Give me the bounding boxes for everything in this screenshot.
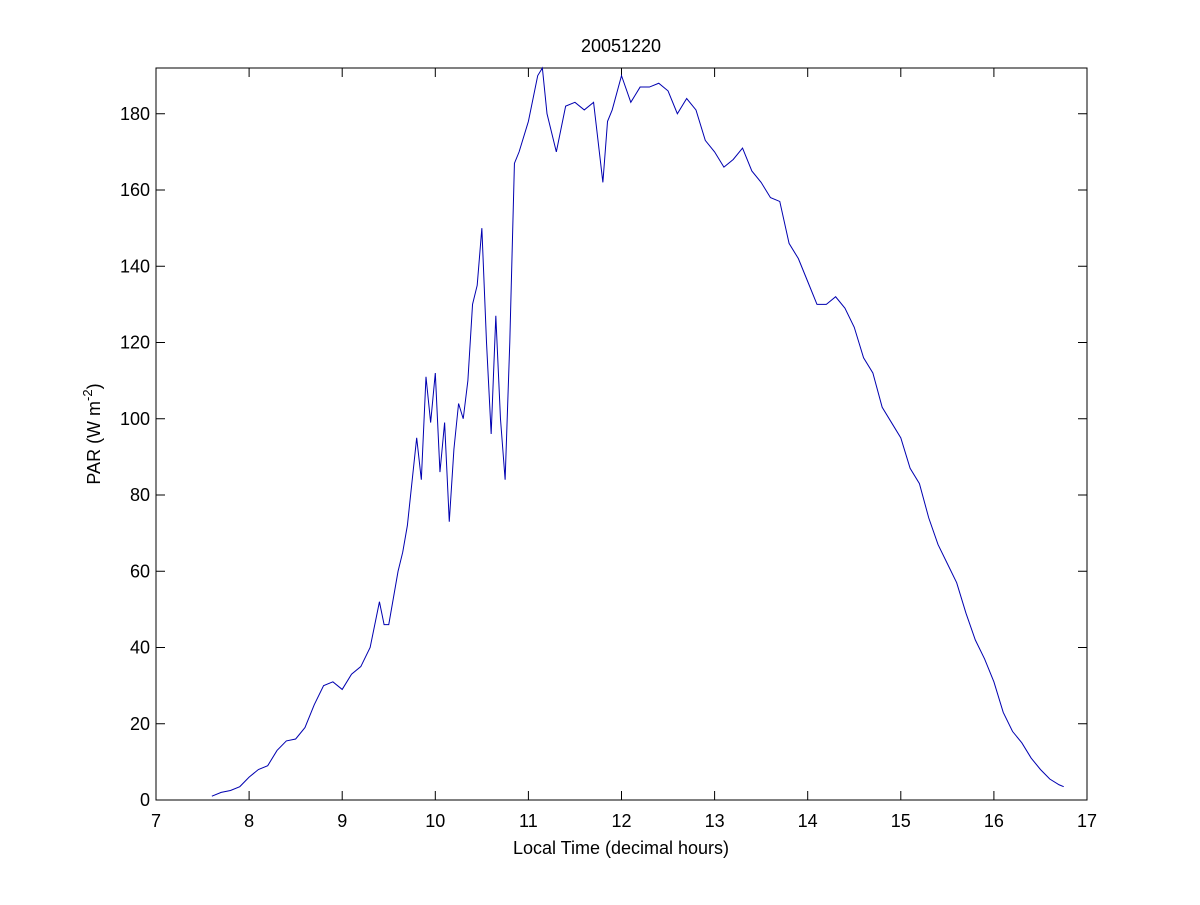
x-tick-label: 10 [425, 811, 445, 831]
y-axis-label-text: PAR (W m [84, 401, 104, 485]
y-tick-label: 180 [120, 104, 150, 124]
x-tick-label: 8 [244, 811, 254, 831]
data-line [211, 66, 1064, 797]
y-tick-label: 140 [120, 256, 150, 276]
y-tick-label: 0 [140, 790, 150, 810]
y-axis-label-end: ) [84, 383, 104, 389]
y-tick-label: 120 [120, 333, 150, 353]
chart-title: 20051220 [581, 36, 661, 56]
x-tick-label: 12 [611, 811, 631, 831]
y-tick-label: 60 [130, 561, 150, 581]
x-tick-label: 16 [984, 811, 1004, 831]
y-axis-label: PAR (W m-2) [80, 383, 104, 484]
x-tick-label: 13 [705, 811, 725, 831]
y-tick-label: 80 [130, 485, 150, 505]
y-tick-label: 160 [120, 180, 150, 200]
y-tick-label: 100 [120, 409, 150, 429]
x-tick-label: 17 [1077, 811, 1097, 831]
x-axis-label: Local Time (decimal hours) [513, 838, 729, 858]
x-tick-label: 14 [798, 811, 818, 831]
x-tick-label: 15 [891, 811, 911, 831]
y-tick-label: 40 [130, 638, 150, 658]
x-tick-label: 7 [151, 811, 161, 831]
x-tick-label: 9 [337, 811, 347, 831]
y-axis-label-sup: -2 [80, 389, 95, 401]
plot-frame [155, 67, 1088, 801]
x-tick-label: 11 [519, 811, 538, 831]
y-tick-label: 20 [130, 714, 150, 734]
